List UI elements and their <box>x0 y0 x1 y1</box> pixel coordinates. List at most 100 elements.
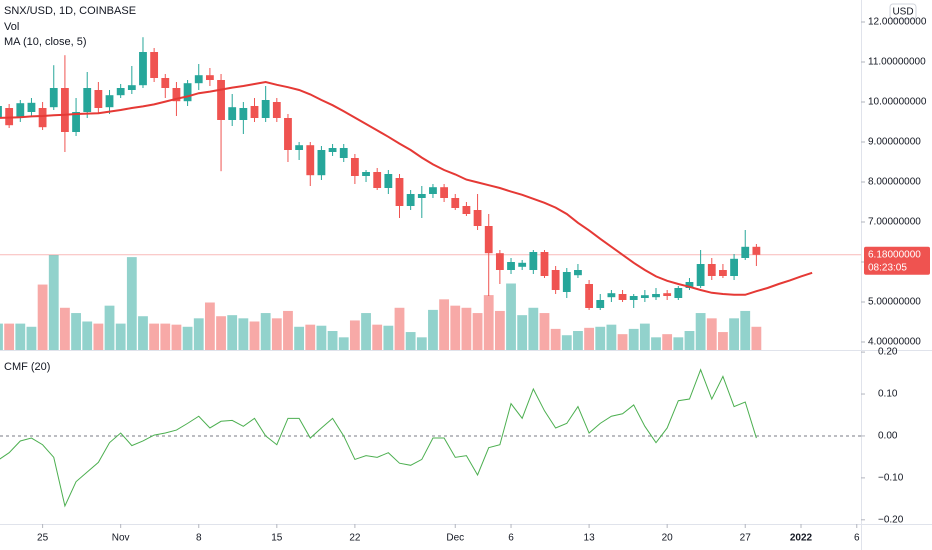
volume-bar <box>349 320 360 350</box>
x-tick-label: 8 <box>196 533 202 544</box>
candle-body <box>217 80 225 120</box>
candle-body <box>350 158 359 176</box>
candle-body <box>707 264 716 276</box>
candle-body <box>139 52 147 86</box>
candle-body <box>317 150 326 176</box>
volume-bar <box>216 316 226 350</box>
volume-bar <box>662 334 673 350</box>
candle-body <box>629 296 638 300</box>
candle-body <box>495 253 504 270</box>
candle-body <box>228 107 237 120</box>
y-tick-label: 4.00000000 <box>868 337 921 348</box>
x-tick-label: 6 <box>854 533 860 544</box>
volume-bar <box>48 255 59 350</box>
volume-bar <box>573 331 583 350</box>
x-tick-label: 27 <box>740 533 752 544</box>
volume-bar <box>115 323 126 350</box>
candle-body <box>194 75 203 84</box>
candle-body <box>562 272 571 292</box>
candle-body <box>640 295 649 298</box>
candle-body <box>0 106 2 118</box>
candle-body <box>551 270 560 290</box>
volume-bar <box>461 307 472 350</box>
volume-bar <box>394 307 405 350</box>
volume-bar <box>4 323 15 350</box>
candle-body <box>150 52 159 78</box>
cmf-tick-label: 0.00 <box>878 431 898 442</box>
candle-body <box>429 187 437 194</box>
currency-box[interactable] <box>889 3 917 20</box>
price-tag <box>864 246 930 275</box>
candle-body <box>451 198 460 208</box>
volume-bar <box>294 326 305 350</box>
volume-bar <box>751 326 762 350</box>
volume-bar <box>617 334 628 350</box>
y-tick-label: 9.00000000 <box>868 137 921 148</box>
volume-bar <box>15 323 26 350</box>
volume-bar <box>673 337 684 350</box>
candle-body <box>61 88 69 132</box>
y-tick-label: 8.00000000 <box>868 177 921 188</box>
volume-bar <box>706 318 717 350</box>
volume-bar <box>204 302 215 350</box>
volume-bar <box>26 326 37 350</box>
x-tick-label: 25 <box>37 533 49 544</box>
candle-body <box>730 258 738 276</box>
candle-body <box>406 194 415 206</box>
volume-bar <box>182 326 193 350</box>
cmf-tick-label: 0.10 <box>878 389 898 400</box>
volume-bar <box>305 324 316 350</box>
volume-bar <box>171 324 182 350</box>
x-tick-label: 22 <box>349 533 361 544</box>
x-tick-label: 13 <box>584 533 596 544</box>
x-tick-label: Dec <box>446 533 464 544</box>
volume-bar <box>439 299 450 350</box>
candle-body <box>607 293 616 298</box>
volume-bar <box>160 323 171 350</box>
candle-body <box>529 252 538 270</box>
candle-body <box>440 187 449 198</box>
price-tag-value: 6.18000000 <box>868 249 921 260</box>
currency-label: USD <box>892 7 913 18</box>
cmf-tick-label: −0.10 <box>878 473 904 484</box>
candle-body <box>72 112 80 132</box>
candle-body <box>518 262 527 267</box>
candle-body <box>328 148 337 152</box>
candle-body <box>484 226 493 254</box>
volume-bar <box>684 331 695 350</box>
volume-bar <box>71 313 81 350</box>
volume-bar <box>628 328 639 350</box>
candle-body <box>261 100 270 118</box>
candle-body <box>27 102 36 112</box>
x-tick-label: Nov <box>112 533 130 544</box>
candle-body <box>696 264 705 286</box>
candle-body <box>161 78 170 88</box>
volume-bar <box>260 313 271 350</box>
candle-body <box>49 88 58 108</box>
candle-body <box>172 88 181 102</box>
candle-body <box>618 294 627 300</box>
ma-line <box>0 80 813 296</box>
candle-body <box>685 282 694 288</box>
volume-bar <box>651 337 661 350</box>
x-tick-label: 20 <box>662 533 674 544</box>
candle-body <box>38 108 47 128</box>
volume-bar <box>316 325 327 350</box>
cmf-tick-label: 0.20 <box>878 347 898 358</box>
volume-bar <box>740 310 751 350</box>
cmf-line <box>0 368 757 508</box>
volume-bar <box>450 305 461 350</box>
volume-bar <box>37 284 48 350</box>
y-tick-label: 11.00000000 <box>868 57 926 68</box>
candle-body <box>663 293 672 296</box>
candle-body <box>752 246 761 255</box>
volume-bar <box>138 316 148 350</box>
candle-body <box>94 90 103 108</box>
symbol-title: SNX/USD, 1D, COINBASE <box>4 5 136 17</box>
volume-bar <box>238 318 249 350</box>
x-tick-label: 15 <box>271 533 283 544</box>
volume-bar <box>595 326 606 350</box>
volume-bar <box>494 310 505 350</box>
candle-body <box>540 252 549 276</box>
